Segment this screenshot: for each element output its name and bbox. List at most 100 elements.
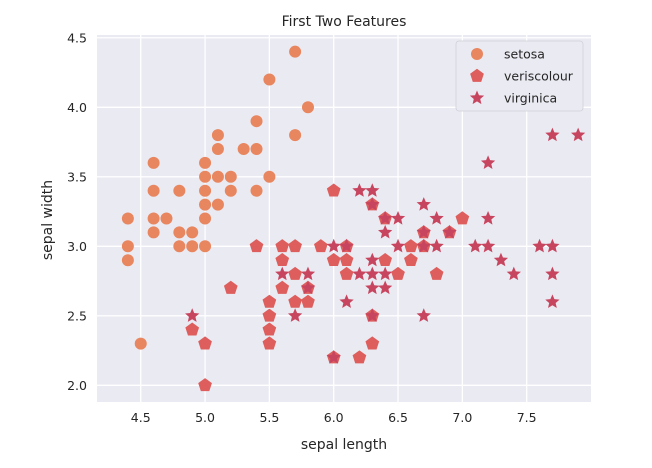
data-point-setosa <box>211 142 224 155</box>
data-point-veriscolour <box>314 239 328 253</box>
data-point-veriscolour <box>288 294 302 308</box>
data-point-virginica <box>300 280 316 295</box>
data-point-setosa <box>289 129 302 142</box>
data-point-virginica <box>378 224 393 239</box>
data-point-setosa <box>199 170 212 183</box>
data-point-virginica <box>365 183 380 197</box>
data-point-virginica <box>275 266 290 281</box>
x-tick-label: 7.5 <box>517 410 537 425</box>
data-point-virginica <box>365 280 380 295</box>
data-point-setosa <box>147 156 160 169</box>
data-point-setosa <box>134 337 147 350</box>
data-point-setosa <box>121 240 134 253</box>
data-point-virginica <box>390 211 406 225</box>
x-tick-label: 5.5 <box>259 410 279 425</box>
data-point-veriscolour <box>198 336 212 350</box>
data-point-setosa <box>211 129 224 142</box>
data-point-veriscolour <box>249 239 264 253</box>
data-point-veriscolour <box>455 211 470 225</box>
data-point-virginica <box>545 266 560 281</box>
legend-marker-setosa <box>471 48 483 60</box>
x-tick-label: 6.0 <box>324 410 344 425</box>
data-point-setosa <box>199 184 212 197</box>
data-point-setosa <box>147 226 160 239</box>
data-point-virginica <box>365 308 380 322</box>
data-point-virginica <box>185 308 200 322</box>
data-point-virginica <box>480 211 496 225</box>
data-point-veriscolour <box>326 183 341 197</box>
data-point-veriscolour <box>275 280 290 294</box>
data-point-veriscolour <box>326 253 341 267</box>
legend: setosa veriscolour virginica <box>455 40 584 112</box>
data-point-virginica <box>365 252 380 267</box>
data-point-virginica <box>468 238 483 253</box>
data-point-veriscolour <box>262 336 277 350</box>
x-tick-label: 7.0 <box>452 410 472 425</box>
data-point-virginica <box>326 238 341 253</box>
legend-label: veriscolour <box>504 69 574 84</box>
data-point-setosa <box>147 184 160 197</box>
data-point-setosa <box>224 184 237 197</box>
data-point-veriscolour <box>185 322 200 336</box>
data-point-setosa <box>121 212 134 225</box>
data-point-setosa <box>186 226 199 239</box>
data-point-virginica <box>365 197 380 211</box>
data-point-virginica <box>480 238 496 253</box>
data-point-virginica <box>493 252 509 267</box>
data-point-virginica <box>571 127 586 142</box>
data-point-virginica <box>545 294 560 308</box>
data-point-setosa <box>173 226 186 239</box>
data-point-virginica <box>416 308 431 322</box>
data-point-virginica <box>506 266 521 281</box>
data-point-setosa <box>250 142 263 155</box>
legend-marker-virginica <box>469 90 485 105</box>
y-axis-label: sepal width <box>40 180 56 260</box>
data-point-setosa <box>199 212 212 225</box>
data-point-veriscolour <box>352 350 367 364</box>
data-point-setosa <box>289 45 302 58</box>
data-point-virginica <box>378 211 393 225</box>
data-point-veriscolour <box>262 308 277 322</box>
data-point-setosa <box>211 198 224 211</box>
data-point-setosa <box>263 170 276 183</box>
x-tick-label: 5.0 <box>195 410 215 425</box>
y-tick-label: 4.5 <box>67 30 87 45</box>
data-point-virginica <box>352 183 367 197</box>
data-point-setosa <box>121 254 134 267</box>
data-point-virginica <box>429 211 444 225</box>
data-point-setosa <box>173 240 186 253</box>
data-point-veriscolour <box>262 294 277 308</box>
y-tick-label: 3.5 <box>67 169 87 184</box>
data-points <box>121 45 586 392</box>
data-point-virginica <box>545 238 560 253</box>
data-point-virginica <box>416 224 431 239</box>
legend-box <box>455 40 584 112</box>
x-tick-label: 4.5 <box>131 410 151 425</box>
data-point-setosa <box>211 170 224 183</box>
data-point-setosa <box>199 198 212 211</box>
data-point-setosa <box>173 184 186 197</box>
data-point-veriscolour <box>378 253 393 267</box>
data-point-virginica <box>390 238 406 253</box>
data-point-virginica <box>378 280 393 295</box>
data-point-virginica <box>545 127 560 142</box>
data-point-veriscolour <box>198 378 212 392</box>
data-point-setosa <box>224 170 237 183</box>
data-point-virginica <box>326 350 341 364</box>
data-point-setosa <box>199 156 212 169</box>
data-point-veriscolour <box>391 266 405 280</box>
legend-label: setosa <box>504 47 545 62</box>
data-point-setosa <box>301 101 314 114</box>
data-point-virginica <box>532 238 547 253</box>
data-point-setosa <box>250 184 263 197</box>
data-point-virginica <box>300 266 316 281</box>
data-point-virginica <box>352 266 367 281</box>
legend-label: virginica <box>504 91 557 106</box>
y-tick-label: 3.0 <box>67 239 87 254</box>
data-point-veriscolour <box>275 253 290 267</box>
data-point-virginica <box>442 224 457 239</box>
data-point-virginica <box>339 294 354 308</box>
legend-marker-veriscolour <box>470 68 484 82</box>
